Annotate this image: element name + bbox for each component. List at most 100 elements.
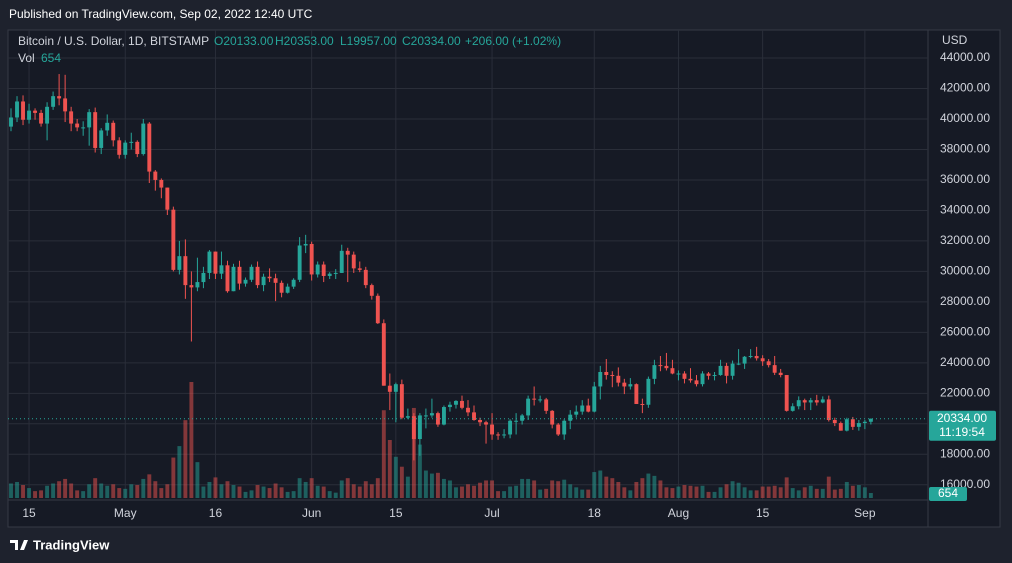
candle-body [502,434,507,436]
candle-body [586,405,591,412]
candle-body [399,384,404,418]
y-tick-label: 36000.00 [940,172,990,186]
volume-bar [27,488,31,498]
candle-body [15,101,19,118]
y-tick-label: 40000.00 [940,111,990,125]
volume-bar [57,481,62,498]
candle-body [291,279,296,287]
candle-body [225,265,230,292]
candle-body [460,400,464,408]
candle-body [165,187,170,210]
candle-body [508,420,513,435]
candle-body [682,373,687,379]
candle-body [405,416,410,418]
volume-badge-label: 654 [938,486,958,500]
volume-bar [868,493,873,498]
volume-bar [772,485,777,498]
volume-bar [778,487,783,498]
volume-bar [393,456,398,498]
volume-bar [466,484,470,498]
volume-bar [267,488,272,498]
volume-bar [622,487,627,498]
volume-bar [141,478,146,498]
volume-bar [760,486,765,498]
volume-bar [616,481,621,498]
y-tick-label: 44000.00 [940,50,990,64]
legend-high: H20353.00 [275,34,334,48]
candle-body [784,375,789,411]
volume-bar [111,484,116,498]
volume-bar [285,491,290,498]
x-tick-label: Aug [668,506,689,520]
candle-body [808,400,813,403]
candle-body [261,276,266,286]
candle-body [850,419,855,427]
volume-bar [574,487,579,498]
volume-bar [712,491,717,498]
candle-body [117,140,122,155]
x-tick-label: 15 [389,506,403,520]
volume-bar [135,485,140,498]
candle-body [490,424,495,435]
candle-body [802,400,807,403]
candle-body [333,272,338,274]
candle-body [87,112,92,128]
volume-bar [724,484,729,498]
volume-bar [802,487,807,498]
chart-title: Bitcoin / U.S. Dollar, 1D, BITSTAMP [18,34,209,48]
candle-body [598,371,603,387]
volume-bar [333,492,338,498]
legend-low: L19957.00 [340,34,397,48]
x-tick-label: 16 [209,506,223,520]
candle-body [321,264,326,276]
candle-body [538,399,543,401]
volume-bar [592,472,597,498]
candle-body [466,407,470,413]
candle-body [429,413,434,416]
candle-body [706,373,711,376]
volume-bar [808,485,813,498]
volume-bar [850,485,855,498]
volume-bar [369,484,374,498]
volume-bar [832,489,837,498]
volume-bar [225,481,230,498]
volume-bar [730,481,735,498]
candle-body [207,251,212,273]
candle-body [622,382,627,387]
volume-bar [351,484,356,498]
volume-bar [556,481,561,498]
volume-bar [189,382,194,498]
candle-body [423,415,428,417]
candle-body [303,243,308,246]
candle-body [646,378,651,405]
candle-body [135,141,140,155]
x-tick-label: 15 [22,506,36,520]
candle-body [496,434,501,436]
countdown-label: 11:19:54 [939,425,985,439]
candle-body [255,266,260,286]
brand-logo: TradingView [10,537,110,552]
candle-body [417,415,422,440]
volume-bar [658,480,663,498]
volume-bar [454,487,458,498]
candle-body [147,123,152,172]
candle-body [544,399,549,411]
volume-bar [826,476,831,498]
candle-body [472,412,476,420]
volume-bar [814,488,819,498]
volume-bar [628,490,633,498]
candle-body [526,398,531,416]
candle-body [610,375,615,377]
volume-bar [844,481,849,498]
volume-bar [399,466,404,498]
volume-bar [538,489,543,498]
volume-bar [568,484,573,498]
volume-bar [496,491,501,498]
volume-bar [520,478,525,498]
volume-bar [87,484,92,498]
candle-body [183,256,188,286]
candle-body [748,355,753,357]
volume-bar [249,490,254,498]
candle-body [381,323,386,386]
